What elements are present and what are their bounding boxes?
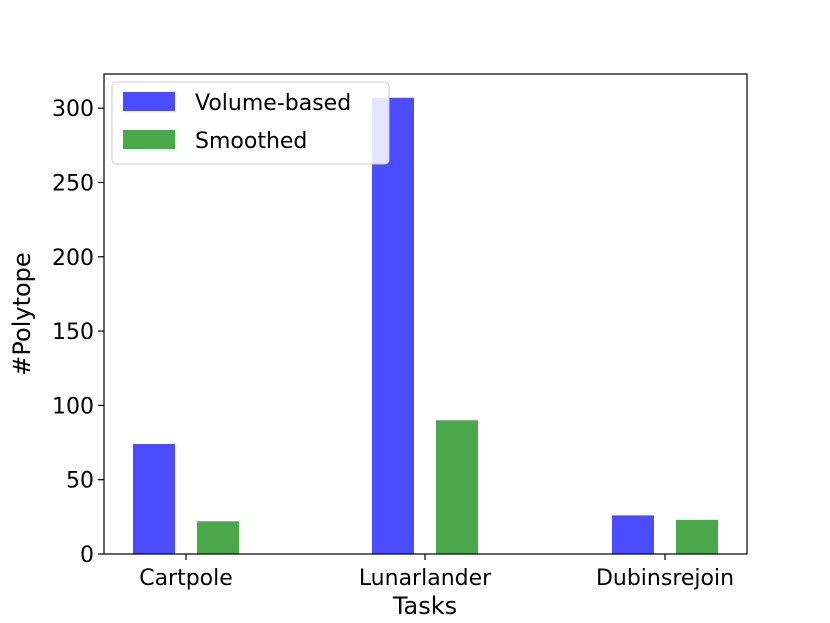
x-tick-label: Dubinsrejoin bbox=[596, 566, 734, 591]
y-tick-label: 100 bbox=[52, 394, 94, 419]
y-tick-label: 0 bbox=[80, 543, 94, 568]
legend-label: Volume-based bbox=[195, 91, 351, 116]
y-tick-label: 300 bbox=[52, 97, 94, 122]
legend-swatch bbox=[123, 92, 175, 111]
bar-volume-based-lunarlander bbox=[372, 97, 414, 554]
bar-smoothed-lunarlander bbox=[436, 420, 478, 554]
x-tick-label: Cartpole bbox=[139, 566, 233, 591]
y-tick-label: 200 bbox=[52, 246, 94, 271]
y-axis-label: #Polytope bbox=[8, 252, 36, 375]
bar-smoothed-dubinsrejoin bbox=[676, 519, 718, 554]
x-axis-label: Tasks bbox=[392, 592, 457, 620]
bar-volume-based-cartpole bbox=[133, 444, 175, 554]
x-axis: Cartpole Lunarlander Dubinsrejoin bbox=[139, 554, 734, 591]
y-tick-label: 50 bbox=[66, 469, 94, 494]
y-tick-label: 250 bbox=[52, 171, 94, 196]
legend: Volume-based Smoothed bbox=[111, 81, 390, 165]
bars-group bbox=[133, 97, 718, 554]
y-tick-label: 150 bbox=[52, 320, 94, 345]
bar-smoothed-cartpole bbox=[197, 521, 239, 554]
legend-swatch bbox=[123, 130, 175, 149]
legend-box bbox=[111, 81, 390, 165]
x-tick-label: Lunarlander bbox=[359, 566, 492, 591]
legend-label: Smoothed bbox=[195, 129, 307, 154]
y-axis: 0 50 100 150 200 250 300 bbox=[52, 97, 104, 568]
bar-volume-based-dubinsrejoin bbox=[612, 515, 654, 554]
